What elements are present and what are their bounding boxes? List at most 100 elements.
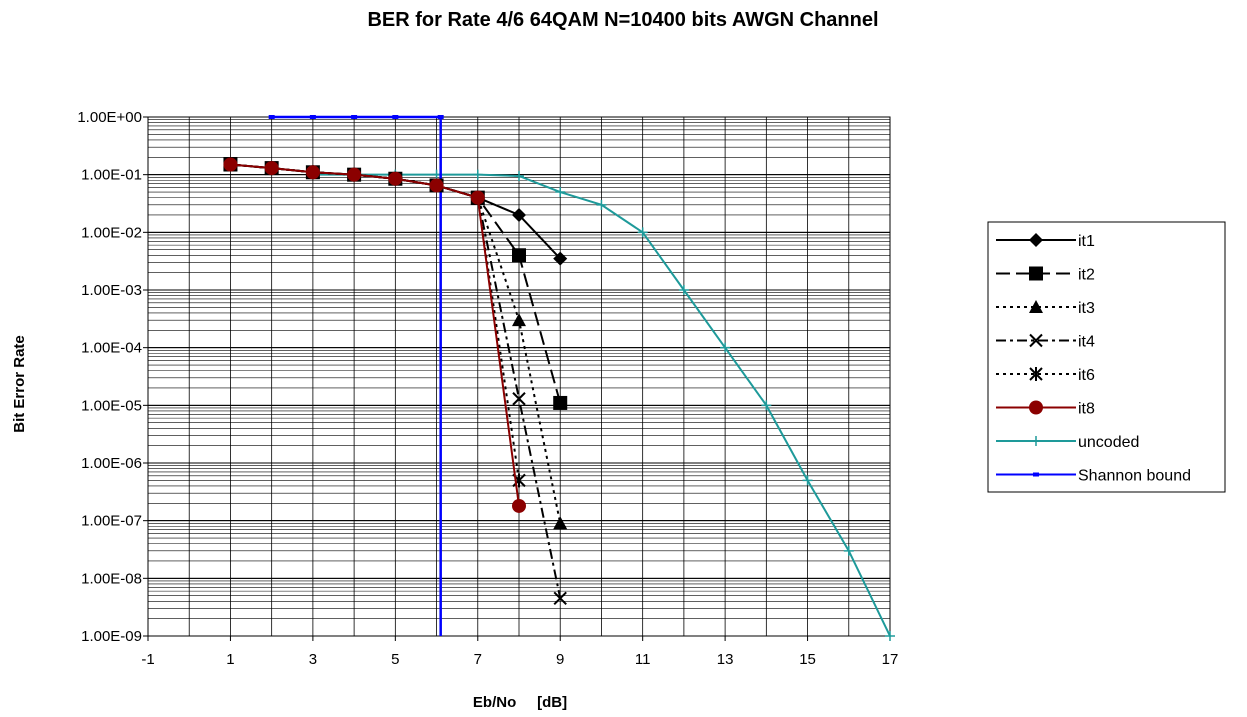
circle-marker [470, 190, 485, 205]
small-square-marker [392, 115, 399, 119]
plus-marker [802, 475, 813, 486]
plus-marker [761, 400, 772, 411]
plus-marker [555, 187, 566, 198]
legend-entry-it1: it1 [996, 233, 1095, 250]
x-tick-label: 9 [556, 651, 564, 668]
plus-marker [637, 227, 648, 238]
series-layer [223, 115, 895, 641]
data-point [437, 115, 444, 119]
circle-marker [512, 498, 526, 513]
legend-entry-shannon-bound: Shannon bound [996, 468, 1191, 485]
data-point [553, 395, 568, 410]
x-marker [512, 392, 526, 406]
series-it8 [223, 157, 526, 513]
data-point [347, 167, 362, 182]
series-shannon-bound [268, 115, 444, 636]
legend-marker [1033, 472, 1039, 477]
y-tick-label: 1.00E-09 [81, 628, 142, 645]
small-square-marker [437, 115, 444, 119]
data-point [514, 170, 524, 181]
triangle-marker [512, 313, 526, 327]
circle-marker [223, 157, 238, 172]
legend-label: it6 [1078, 367, 1095, 384]
small-square-marker [351, 115, 358, 119]
x-tick-label: -1 [141, 651, 154, 668]
diamond-marker [553, 251, 568, 266]
data-point [555, 187, 566, 198]
legend-marker [1029, 233, 1043, 247]
plus-marker [720, 342, 731, 353]
square-marker [512, 248, 526, 263]
square-marker [1029, 266, 1043, 281]
data-point [761, 400, 772, 411]
legend-entry-it2: it2 [996, 266, 1095, 284]
circle-marker [347, 167, 362, 182]
plus-marker [1031, 436, 1041, 446]
data-point [678, 285, 689, 295]
small-square-marker [309, 115, 316, 119]
legend: it1 it2 it3 it4 it6 it8 uncoded Shannon bound [987, 221, 1226, 493]
y-tick-label: 1.00E-02 [81, 224, 142, 241]
circle-marker [305, 165, 320, 180]
y-tick-label: 1.00E-04 [81, 340, 142, 357]
data-point [512, 248, 526, 263]
legend-marker [1029, 400, 1043, 415]
legend-label: uncoded [1078, 434, 1139, 451]
plus-marker [596, 199, 607, 210]
legend-entry-uncoded: uncoded [996, 434, 1139, 451]
data-point [351, 115, 358, 119]
data-point [637, 227, 648, 238]
legend-label: it2 [1078, 267, 1095, 284]
data-point [512, 207, 526, 222]
legend-marker [1029, 300, 1043, 313]
triangle-marker [1029, 300, 1043, 313]
y-axis-ticks: 1.00E-09 1.00E-08 1.00E-07 1.00E-06 1.00E-05… [77, 109, 148, 645]
x-tick-label: 13 [717, 651, 734, 668]
data-point [392, 115, 399, 119]
data-point [512, 313, 526, 327]
legend-label: Shannon bound [1078, 468, 1191, 485]
x-marker [1029, 333, 1043, 348]
legend-entry-it4: it4 [996, 334, 1095, 351]
x-marker [553, 591, 567, 606]
y-axis-label: Bit Error Rate [11, 335, 28, 433]
triangle-marker [553, 516, 568, 530]
data-point [388, 171, 403, 186]
legend-entry-it3: it3 [996, 300, 1095, 317]
x-axis-ticks: -1 1 3 5 7 9 11 13 15 17 [141, 636, 898, 668]
data-point [553, 591, 567, 606]
square-marker [553, 395, 568, 410]
x-tick-label: 17 [882, 651, 899, 668]
circle-marker [264, 161, 279, 176]
x-tick-label: 7 [474, 651, 482, 668]
x-tick-label: 5 [391, 651, 399, 668]
legend-entry-it6: it6 [996, 367, 1095, 384]
x-axis-label: Eb/No [dB] [473, 694, 567, 711]
legend-marker [1029, 266, 1043, 281]
series-line [230, 163, 562, 599]
data-point [305, 165, 320, 180]
legend-marker [1031, 436, 1041, 446]
plot-frame [147, 116, 891, 637]
data-point [596, 199, 607, 210]
small-square-marker [1033, 472, 1039, 477]
data-point [512, 498, 526, 513]
asterisk-marker [1029, 367, 1043, 381]
data-point [720, 342, 731, 353]
legend-marker [1029, 367, 1043, 381]
y-tick-label: 1.00E+00 [77, 109, 142, 126]
circle-marker [429, 178, 444, 193]
y-tick-label: 1.00E-03 [81, 282, 142, 299]
series-line [230, 163, 562, 524]
data-point [309, 115, 316, 119]
plus-marker [472, 169, 483, 180]
chart-title: BER for Rate 4/6 64QAM N=10400 bits AWGN… [367, 9, 878, 31]
y-tick-label: 1.00E-05 [81, 397, 142, 414]
data-point [268, 115, 275, 119]
small-square-marker [268, 115, 275, 119]
series-line [271, 115, 442, 636]
data-point [470, 190, 485, 205]
plus-marker [514, 170, 524, 181]
data-point [553, 516, 568, 530]
